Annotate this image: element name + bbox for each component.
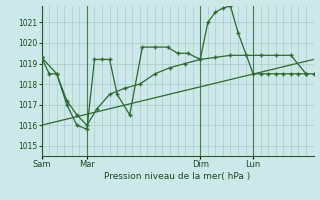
X-axis label: Pression niveau de la mer( hPa ): Pression niveau de la mer( hPa ): [104, 172, 251, 181]
